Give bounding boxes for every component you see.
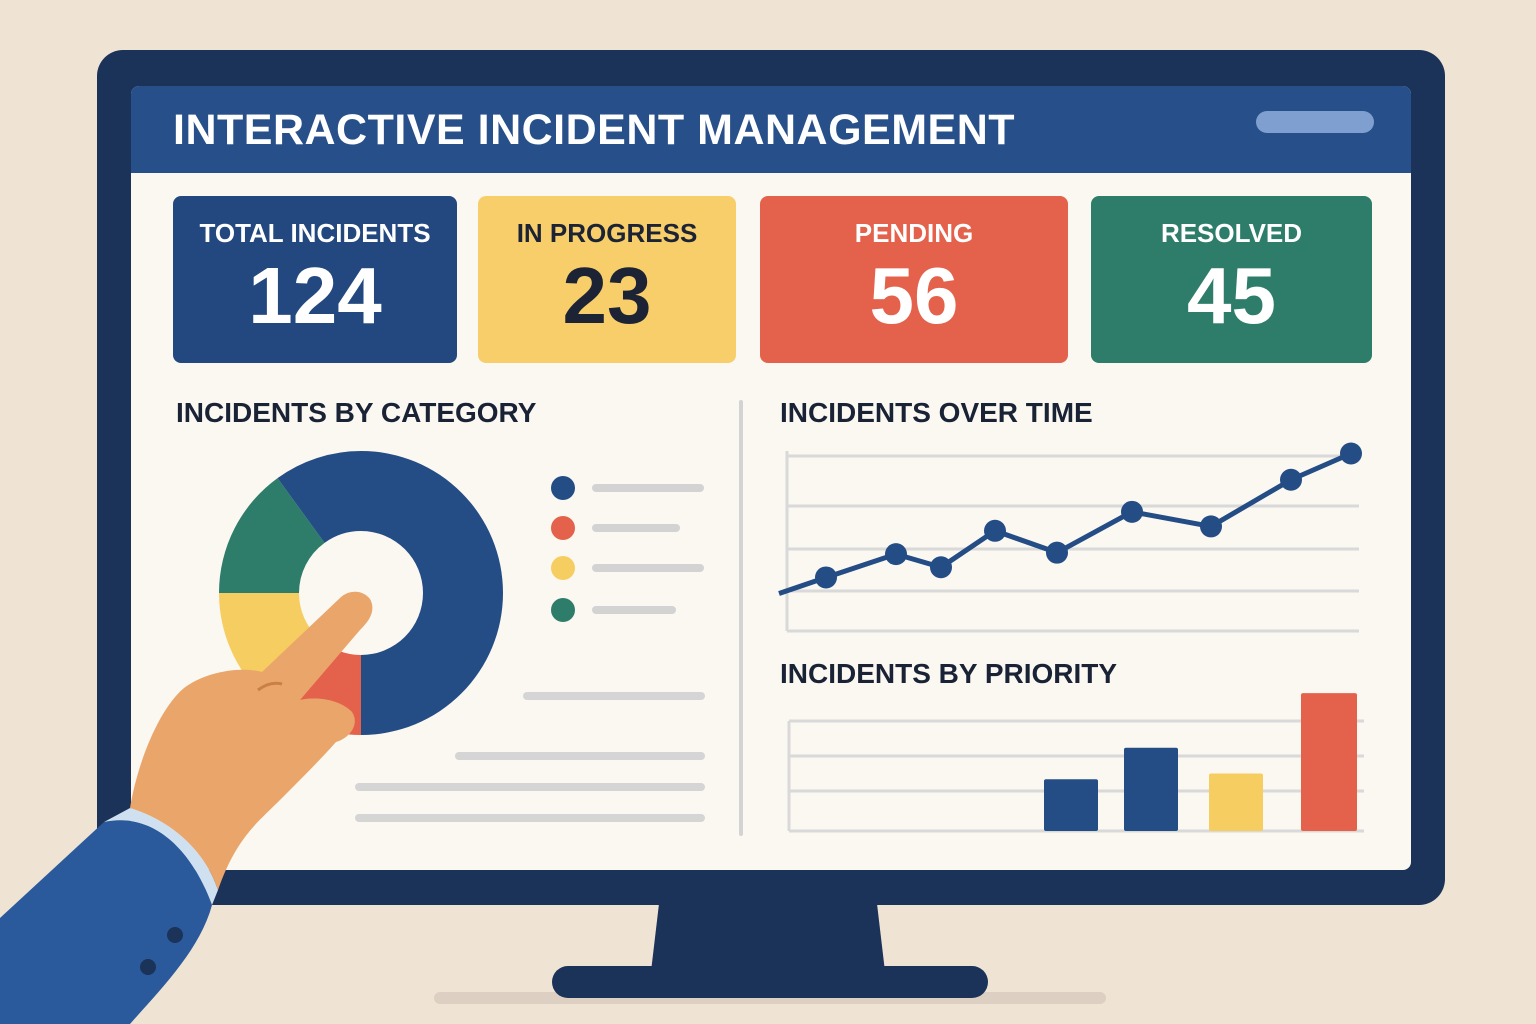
text-placeholder-line [523,692,705,700]
stat-label: TOTAL INCIDENTS [199,218,431,248]
category-donut-chart[interactable] [216,448,506,738]
legend-placeholder-line [592,524,680,532]
stat-label: PENDING [854,218,974,248]
data-point [1200,515,1222,538]
priority-bar [1301,693,1357,831]
series-line [778,451,1353,596]
stat-card-pending[interactable]: PENDING 56 [760,196,1068,363]
incidents-by-priority-bar-chart[interactable] [779,676,1369,836]
legend-swatch [551,476,575,500]
legend-placeholder-line [592,484,704,492]
stat-value: 124 [248,251,382,340]
section-divider [739,400,743,836]
data-point [1046,541,1068,564]
stat-card-resolved[interactable]: RESOLVED 45 [1091,196,1372,363]
legend-swatch [551,516,575,540]
stat-value: 23 [562,251,652,340]
incidents-over-time-line-chart[interactable] [778,431,1369,633]
data-point [815,566,837,589]
dashboard-screen: INTERACTIVE INCIDENT MANAGEMENT TOTAL IN… [131,86,1411,870]
priority-bar [1209,773,1263,831]
category-section-title: INCIDENTS BY CATEGORY [176,397,537,428]
cuff-button [140,959,156,975]
donut-slice [277,451,361,543]
stat-label: IN PROGRESS [516,218,698,248]
donut-slice [219,478,325,593]
legend-placeholder-line [592,606,676,614]
dashboard-header: INTERACTIVE INCIDENT MANAGEMENT [131,86,1411,173]
legend-swatch [551,556,575,580]
cuff-button [167,927,183,943]
header-menu-pill[interactable] [1256,111,1374,133]
data-point [885,543,907,566]
priority-section-title: INCIDENTS BY PRIORITY [780,658,1118,689]
data-point [1340,442,1362,465]
donut-slice [361,451,503,735]
stat-label: RESOLVED [1160,218,1303,248]
data-point [930,556,952,579]
stat-card-total-incidents[interactable]: TOTAL INCIDENTS 124 [173,196,457,363]
monitor-stand-base [552,966,988,998]
page-title: INTERACTIVE INCIDENT MANAGEMENT [173,106,1016,154]
data-point [1121,500,1143,523]
text-placeholder-line [455,752,705,760]
priority-bar [1124,747,1178,831]
stat-value: 56 [869,251,959,340]
stat-value: 45 [1187,251,1276,340]
text-placeholder-line [355,783,705,791]
text-placeholder-line [355,814,705,822]
legend-swatch [551,598,575,622]
priority-bar [1044,779,1098,831]
time-section-title: INCIDENTS OVER TIME [780,397,1093,428]
data-point [1280,468,1302,491]
stat-card-in-progress[interactable]: IN PROGRESS 23 [478,196,736,363]
data-point [984,519,1006,542]
legend-placeholder-line [592,564,704,572]
